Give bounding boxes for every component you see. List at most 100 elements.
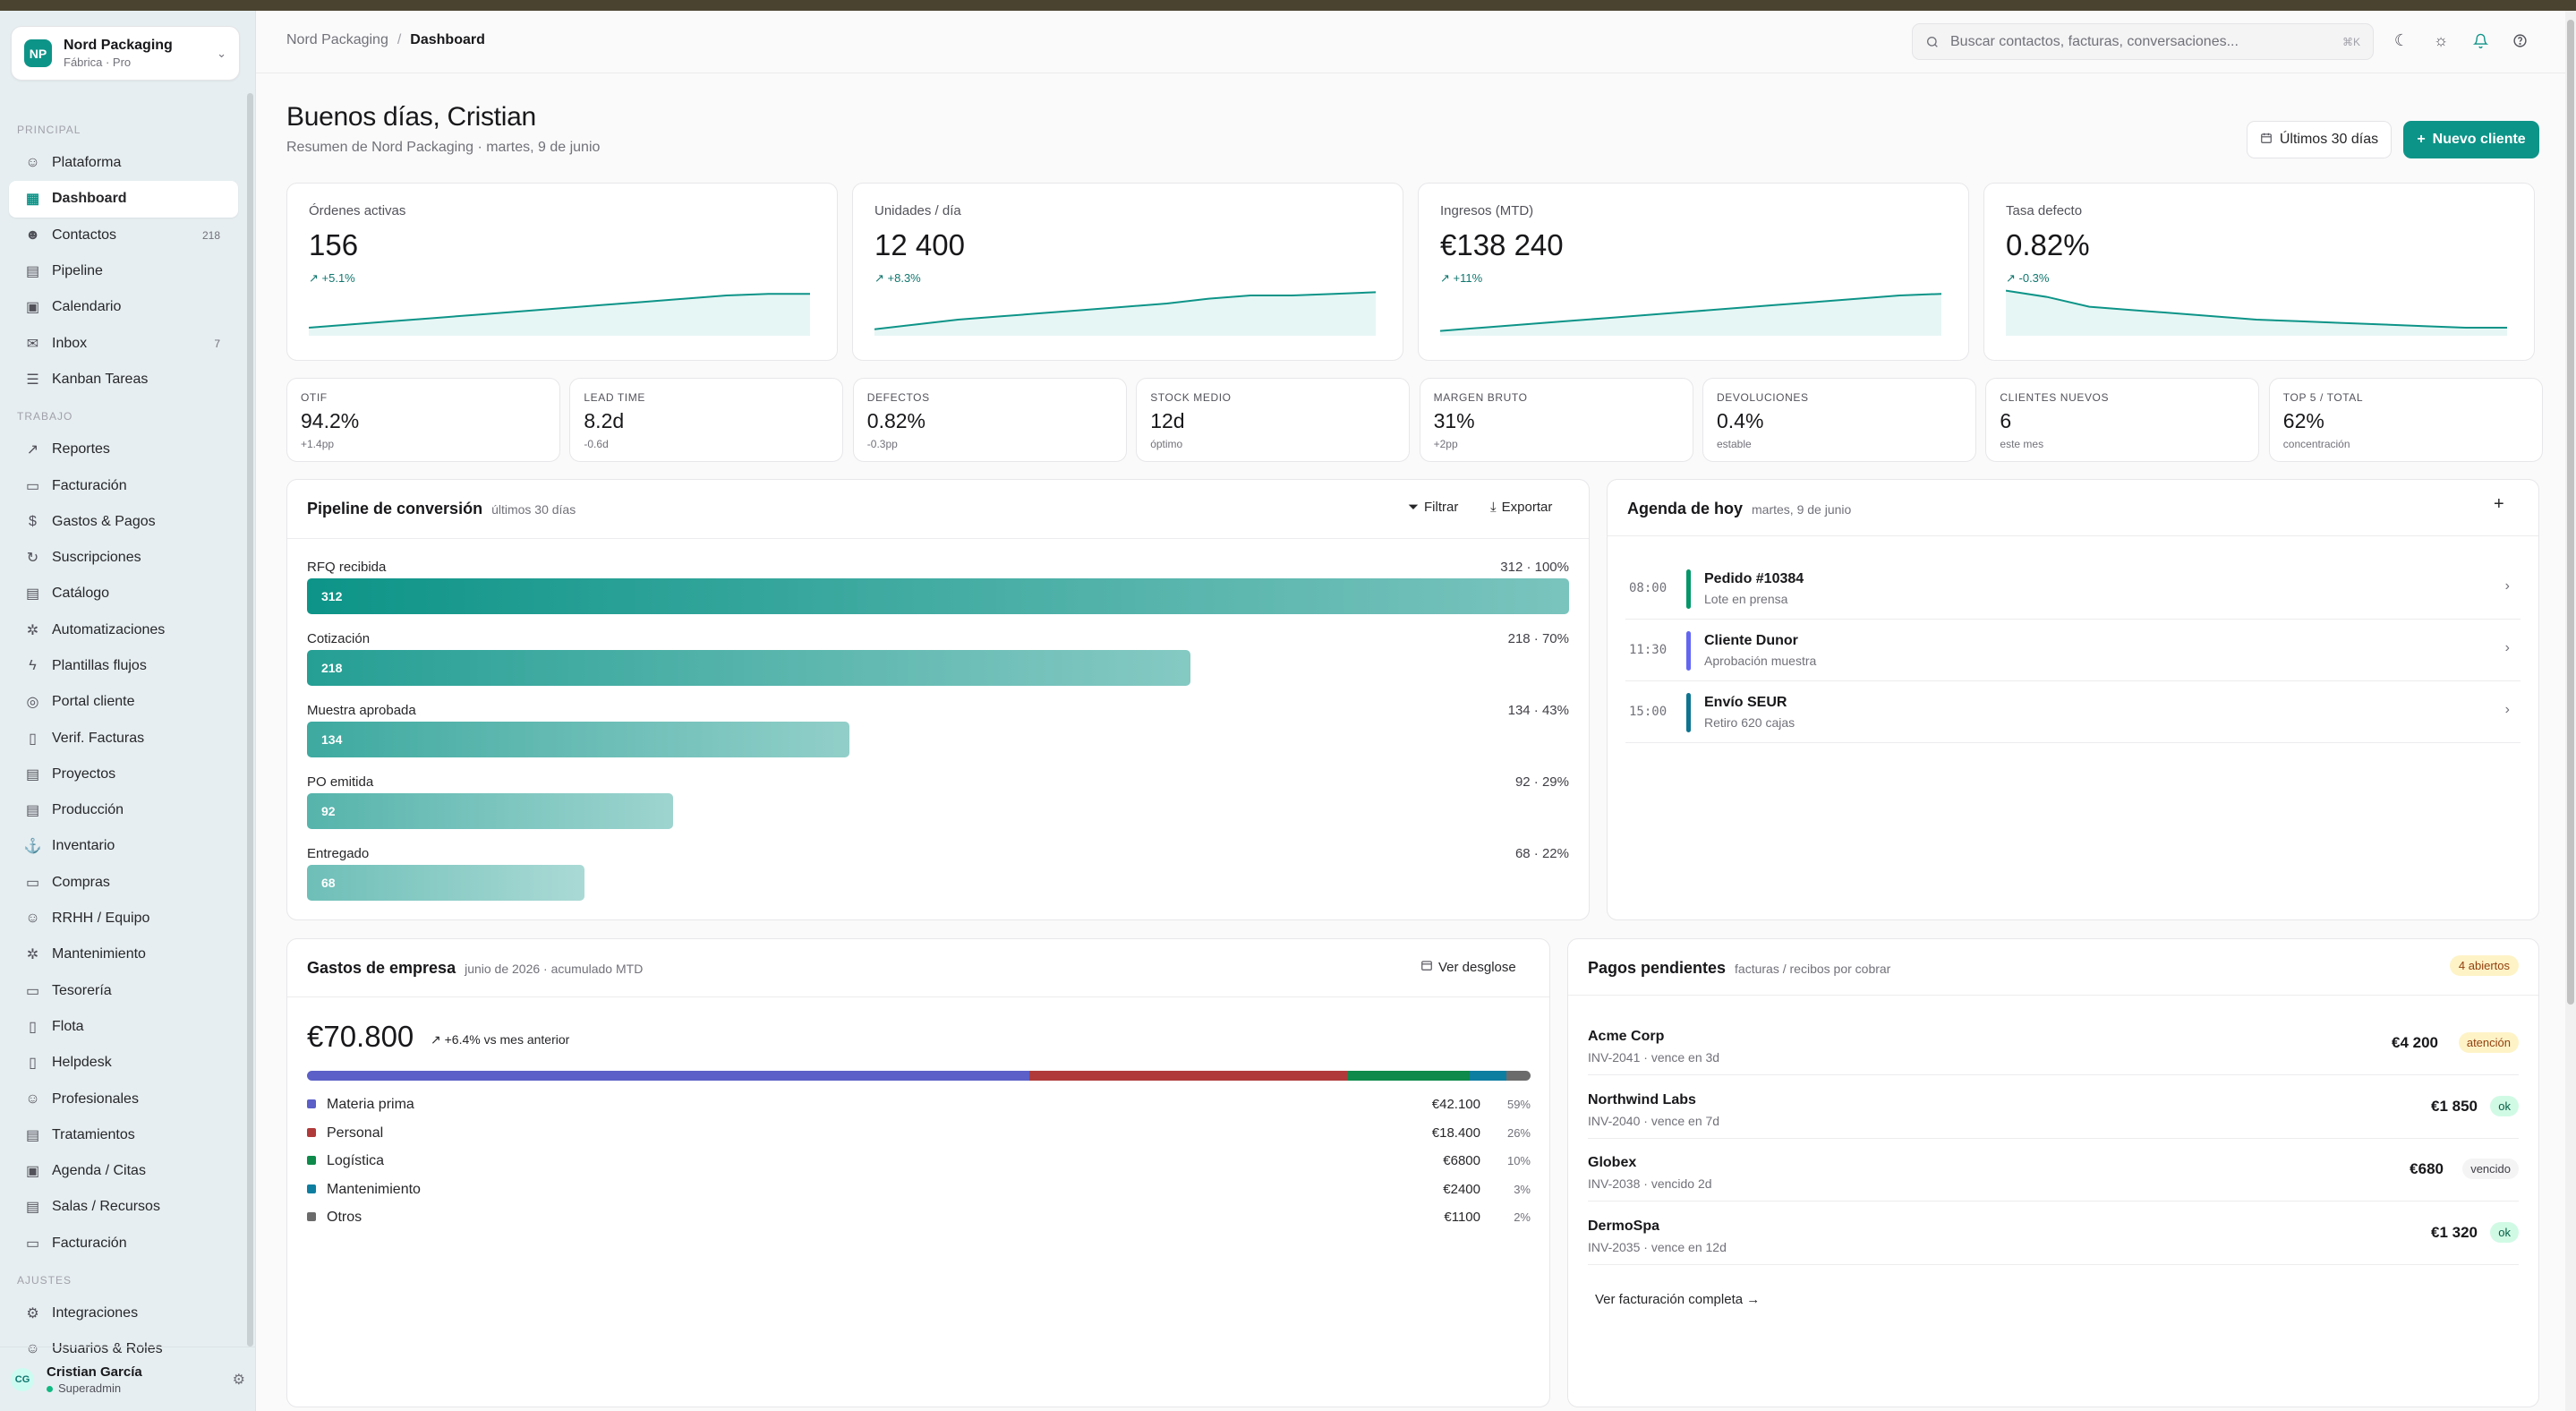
sidebar-scrollbar[interactable] (247, 93, 253, 1347)
sidebar-item-verif-facturas[interactable]: ▯ Verif. Facturas (9, 720, 238, 756)
kpi-value: 0.82% (2006, 228, 2090, 261)
mini-kpi-sub: óptimo (1150, 438, 1183, 450)
expense-amount: €42.100 (1431, 1097, 1480, 1112)
sidebar-item-plataforma[interactable]: ☺ Plataforma (9, 145, 238, 181)
sparkline-area (309, 294, 810, 336)
search-input[interactable]: Buscar contactos, facturas, conversacion… (1912, 23, 2374, 60)
mini-kpi-label: Lead time (584, 391, 645, 404)
anchor-icon: ⚓ (23, 839, 42, 855)
funnel-bar[interactable]: 68 (307, 865, 585, 901)
sidebar-item-portal-cliente[interactable]: ◎ Portal cliente (9, 684, 238, 720)
sidebar-item-label: Compras (52, 874, 110, 890)
chevron-right-icon: › (2504, 578, 2510, 594)
sidebar-item-tratamientos[interactable]: ▤ Tratamientos (9, 1117, 238, 1153)
kpi-card: Órdenes activas 156 ↗ +5.1% (286, 183, 838, 361)
legend-dot (307, 1212, 316, 1221)
sidebar-item-plantillas-flujos[interactable]: ϟ Plantillas flujos (9, 648, 238, 684)
expense-legend-row: Mantenimiento €2400 3% (307, 1182, 1531, 1201)
sidebar-item-label: Helpdesk (52, 1055, 112, 1071)
sidebar-item-tesorer-a[interactable]: ▭ Tesorería (9, 973, 238, 1009)
expense-amount: €6800 (1443, 1153, 1480, 1168)
sidebar-item-gastos-pagos[interactable]: $ Gastos & Pagos (9, 504, 238, 540)
sidebar-item-profesionales[interactable]: ☺ Profesionales (9, 1081, 238, 1116)
agenda-sub: Retiro 620 cajas (1704, 715, 1796, 730)
mini-kpi-label: Margen bruto (1433, 391, 1528, 404)
sidebar-item-inbox[interactable]: ✉ Inbox 7 (9, 325, 238, 361)
workspace-plan: Fábrica · Pro (64, 56, 132, 69)
user-profile[interactable]: CG Cristian García Superadmin ⚙ (0, 1347, 256, 1411)
breakdown-button[interactable]: Ver desglose (1420, 959, 1516, 975)
help-icon[interactable] (2510, 30, 2529, 50)
page-subtitle: Resumen de Nord Packaging · martes, 9 de… (286, 140, 601, 155)
agenda-item[interactable]: 08:00 Pedido #10384 Lote en prensa › (1625, 559, 2521, 620)
date-range-button[interactable]: Últimos 30 días (2247, 121, 2392, 158)
breadcrumb-root[interactable]: Nord Packaging (286, 32, 388, 47)
sidebar-item-reportes[interactable]: ↗ Reportes (9, 432, 238, 467)
expense-amount: €1100 (1444, 1210, 1480, 1225)
funnel-bar[interactable]: 92 (307, 793, 673, 829)
payment-row[interactable]: Acme Corp INV-2041 · vence en 3d €4 200 ate… (1588, 1013, 2519, 1075)
search-shortcut: ⌘K (2341, 35, 2360, 48)
filter-button[interactable]: ⏷ Filtrar (1408, 500, 1458, 515)
kanban-icon: ▤ (25, 766, 40, 782)
sidebar-item-inventario[interactable]: ⚓ Inventario (9, 828, 238, 864)
sidebar-item-contactos[interactable]: ☻ Contactos 218 (9, 218, 238, 253)
agenda-item[interactable]: 11:30 Cliente Dunor Aprobación muestra › (1625, 620, 2521, 681)
payment-row[interactable]: DermoSpa INV-2035 · vence en 12d €1 320 ok (1588, 1202, 2519, 1265)
pending-payments-card: Pagos pendientes facturas / recibos por c… (1567, 938, 2539, 1407)
agenda-time: 11:30 (1629, 643, 1668, 657)
trend-icon: ↗ (1440, 271, 1454, 285)
expenses-period: junio de 2026 · acumulado MTD (465, 962, 644, 976)
sidebar-item-agenda-citas[interactable]: ▣ Agenda / Citas (9, 1153, 238, 1189)
mini-kpi-card: OTIF 94.2% +1.4pp (286, 378, 560, 462)
sidebar-item-kanban-tareas[interactable]: ☰ Kanban Tareas (9, 362, 238, 398)
expenses-delta: ↗ +6.4% vs mes anterior (431, 1032, 569, 1048)
card-icon: ▭ (25, 1236, 40, 1252)
sidebar-item-label: Usuarios & Roles (52, 1341, 163, 1355)
moon-icon[interactable]: ☾ (2393, 30, 2410, 49)
payments-title-text: Pagos pendientes (1588, 959, 1727, 977)
bell-icon[interactable] (2470, 30, 2490, 50)
sidebar-item-salas-recursos[interactable]: ▤ Salas / Recursos (9, 1189, 238, 1225)
sidebar-item-compras[interactable]: ▭ Compras (9, 865, 238, 901)
sidebar-item-facturaci-n[interactable]: ▭ Facturación (9, 1226, 238, 1261)
sidebar-item-automatizaciones[interactable]: ✲ Automatizaciones (9, 612, 238, 648)
sidebar-item-rrhh-equipo[interactable]: ☺ RRHH / Equipo (9, 901, 238, 936)
sidebar-item-usuarios-roles[interactable]: ☺ Usuarios & Roles (9, 1331, 238, 1355)
workspace-switcher[interactable]: NP Nord Packaging Fábrica · Pro ⌄ (11, 26, 240, 81)
funnel-bar[interactable]: 312 (307, 578, 1569, 614)
payment-row[interactable]: Northwind Labs INV-2040 · vence en 7d €1 8… (1588, 1076, 2519, 1139)
payment-row[interactable]: Globex INV-2038 · vencido 2d €680 vencido (1588, 1139, 2519, 1201)
export-button[interactable]: ⤓ Exportar (1490, 500, 1552, 515)
sidebar-item-pipeline[interactable]: ▤ Pipeline (9, 253, 238, 289)
page-scrollbar[interactable] (2565, 11, 2576, 1411)
sidebar-item-calendario[interactable]: ▣ Calendario (9, 289, 238, 325)
sidebar-item-integraciones[interactable]: ⚙ Integraciones (9, 1296, 238, 1331)
sparkle-icon: ✲ (26, 622, 39, 638)
mini-kpi-sub: +1.4pp (301, 438, 335, 450)
sun-icon[interactable]: ☼ (2433, 30, 2449, 49)
kpi-label: Tasa defecto (2006, 203, 2083, 218)
sidebar-item-proyectos[interactable]: ▤ Proyectos (9, 757, 238, 792)
sidebar-item-facturaci-n[interactable]: ▭ Facturación (9, 467, 238, 503)
kanban-icon: ▤ (25, 1127, 40, 1143)
sidebar-item-producci-n[interactable]: ▤ Producción (9, 792, 238, 828)
agenda-color-bar (1686, 569, 1691, 609)
sidebar-item-dashboard[interactable]: ▦ Dashboard (9, 181, 238, 218)
new-client-label: Nuevo cliente (2432, 132, 2526, 147)
sidebar-item-flota[interactable]: ▯ Flota (9, 1009, 238, 1045)
sparkline-line (2006, 289, 2507, 329)
sidebar-item-suscripciones[interactable]: ↻ Suscripciones (9, 540, 238, 576)
sidebar-item-helpdesk[interactable]: ▯ Helpdesk (9, 1045, 238, 1081)
kpi-value: 156 (309, 228, 359, 261)
agenda-item[interactable]: 15:00 Envío SEUR Retiro 620 cajas › (1625, 682, 2521, 743)
funnel-bar[interactable]: 134 (307, 722, 850, 757)
gear-icon[interactable]: ⚙ (232, 1372, 245, 1388)
full-billing-link[interactable]: Ver facturación completa → (1595, 1292, 1761, 1307)
sidebar-item-mantenimiento[interactable]: ✲ Mantenimiento (9, 936, 238, 972)
funnel-bar[interactable]: 218 (307, 650, 1190, 686)
add-event-button[interactable]: + (2494, 494, 2504, 514)
sidebar-item-label: Tesorería (52, 982, 112, 998)
sidebar-item-cat-logo[interactable]: ▤ Catálogo (9, 576, 238, 611)
new-client-button[interactable]: + Nuevo cliente (2403, 121, 2539, 158)
